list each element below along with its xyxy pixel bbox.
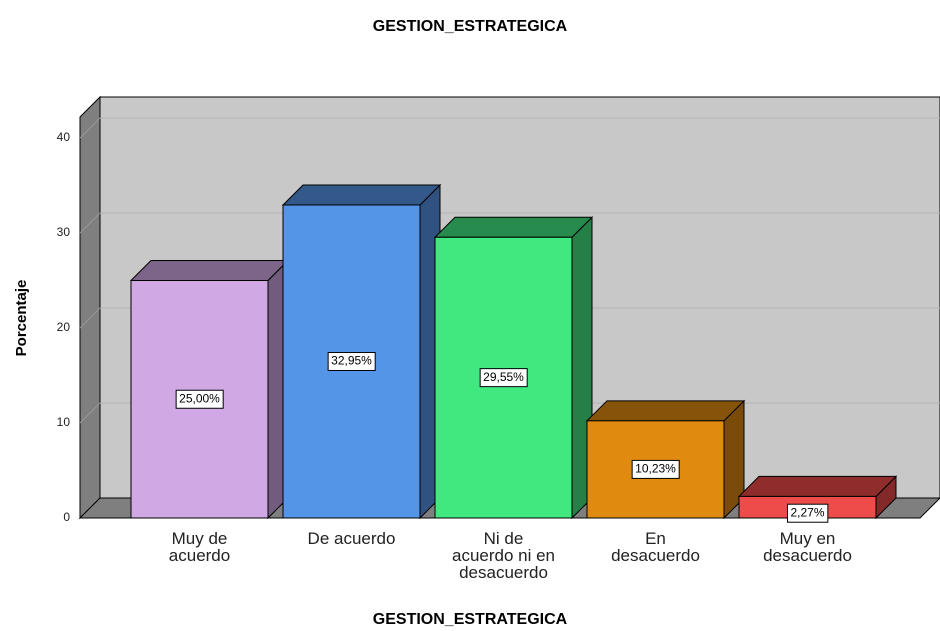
value-label: 10,23%: [635, 462, 676, 476]
x-tick-label: Muy en desacuerdo: [763, 529, 852, 565]
value-label-box: [786, 503, 829, 523]
y-tick-label: 20: [57, 320, 71, 334]
x-axis-title: GESTION_ESTRATEGICA: [373, 611, 568, 628]
grid-line: [79, 402, 101, 424]
value-label: 25,00%: [179, 391, 220, 405]
value-label-box: [631, 459, 680, 479]
x-tick-label: Ni de acuerdo ni en desacuerdo: [451, 529, 556, 582]
y-tick-label: 40: [57, 130, 71, 144]
chart-title: GESTION_ESTRATEGICA: [373, 18, 568, 35]
y-tick-label: 30: [57, 225, 71, 239]
bar-top: [281, 184, 442, 206]
side-wall: [79, 95, 101, 520]
bar-top: [433, 216, 594, 238]
y-tick-label: 10: [57, 415, 71, 429]
bar-top: [585, 400, 746, 422]
x-tick-label: De acuerdo: [307, 529, 396, 548]
y-tick-label: 0: [63, 510, 70, 524]
bar-top: [129, 260, 290, 281]
x-tick-label: Muy de acuerdo: [168, 529, 231, 565]
bar-top: [737, 475, 898, 497]
value-label: 32,95%: [331, 354, 372, 368]
value-label: 2,27%: [790, 505, 824, 519]
y-axis-title: Porcentaje: [13, 280, 30, 357]
value-label: 29,55%: [483, 370, 524, 384]
grid-line: [79, 212, 101, 234]
x-tick-label: En desacuerdo: [611, 529, 700, 565]
value-label-box: [175, 389, 224, 409]
grid-line: [79, 307, 101, 329]
value-label-box: [327, 351, 376, 371]
value-label-box: [479, 368, 528, 388]
grid-line: [79, 117, 101, 139]
